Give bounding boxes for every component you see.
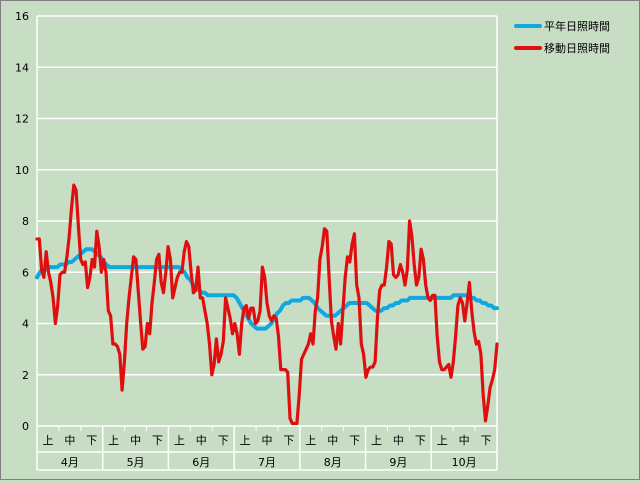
period-label: 上 bbox=[42, 434, 53, 447]
month-label: 10月 bbox=[452, 456, 477, 469]
month-label: 6月 bbox=[192, 456, 210, 469]
y-tick-label: 16 bbox=[15, 10, 29, 23]
period-label: 中 bbox=[262, 434, 273, 447]
month-label: 7月 bbox=[258, 456, 276, 469]
period-label: 下 bbox=[218, 434, 229, 447]
period-label: 下 bbox=[283, 434, 294, 447]
y-tick-label: 6 bbox=[22, 266, 29, 279]
period-label: 中 bbox=[393, 434, 404, 447]
period-label: 上 bbox=[437, 434, 448, 447]
period-label: 上 bbox=[174, 434, 185, 447]
series-lines bbox=[35, 183, 499, 426]
axes: 02468101214164月上中下5月上中下6月上中下7月上中下8月上中下9月… bbox=[15, 10, 492, 469]
period-label: 上 bbox=[108, 434, 119, 447]
period-label: 下 bbox=[415, 434, 426, 447]
month-label: 5月 bbox=[127, 456, 145, 469]
period-label: 中 bbox=[196, 434, 207, 447]
legend-label: 移動日照時間 bbox=[544, 41, 610, 55]
y-tick-label: 2 bbox=[22, 369, 29, 382]
legend-label: 平年日照時間 bbox=[544, 19, 610, 33]
gridlines bbox=[36, 15, 498, 471]
period-label: 中 bbox=[459, 434, 470, 447]
period-label: 中 bbox=[327, 434, 338, 447]
month-label: 8月 bbox=[324, 456, 342, 469]
series-line bbox=[35, 247, 499, 331]
y-tick-label: 14 bbox=[15, 61, 29, 74]
y-tick-label: 0 bbox=[22, 420, 29, 433]
period-label: 下 bbox=[349, 434, 360, 447]
period-label: 上 bbox=[371, 434, 382, 447]
y-tick-label: 10 bbox=[15, 164, 29, 177]
series-line bbox=[35, 183, 499, 426]
period-label: 上 bbox=[240, 434, 251, 447]
period-label: 上 bbox=[305, 434, 316, 447]
period-label: 下 bbox=[86, 434, 97, 447]
period-label: 下 bbox=[481, 434, 492, 447]
month-label: 4月 bbox=[61, 456, 79, 469]
month-label: 9月 bbox=[389, 456, 407, 469]
period-label: 下 bbox=[152, 434, 163, 447]
y-tick-label: 4 bbox=[22, 318, 29, 331]
y-tick-label: 8 bbox=[22, 215, 29, 228]
y-tick-label: 12 bbox=[15, 113, 29, 126]
period-label: 中 bbox=[64, 434, 75, 447]
period-label: 中 bbox=[130, 434, 141, 447]
